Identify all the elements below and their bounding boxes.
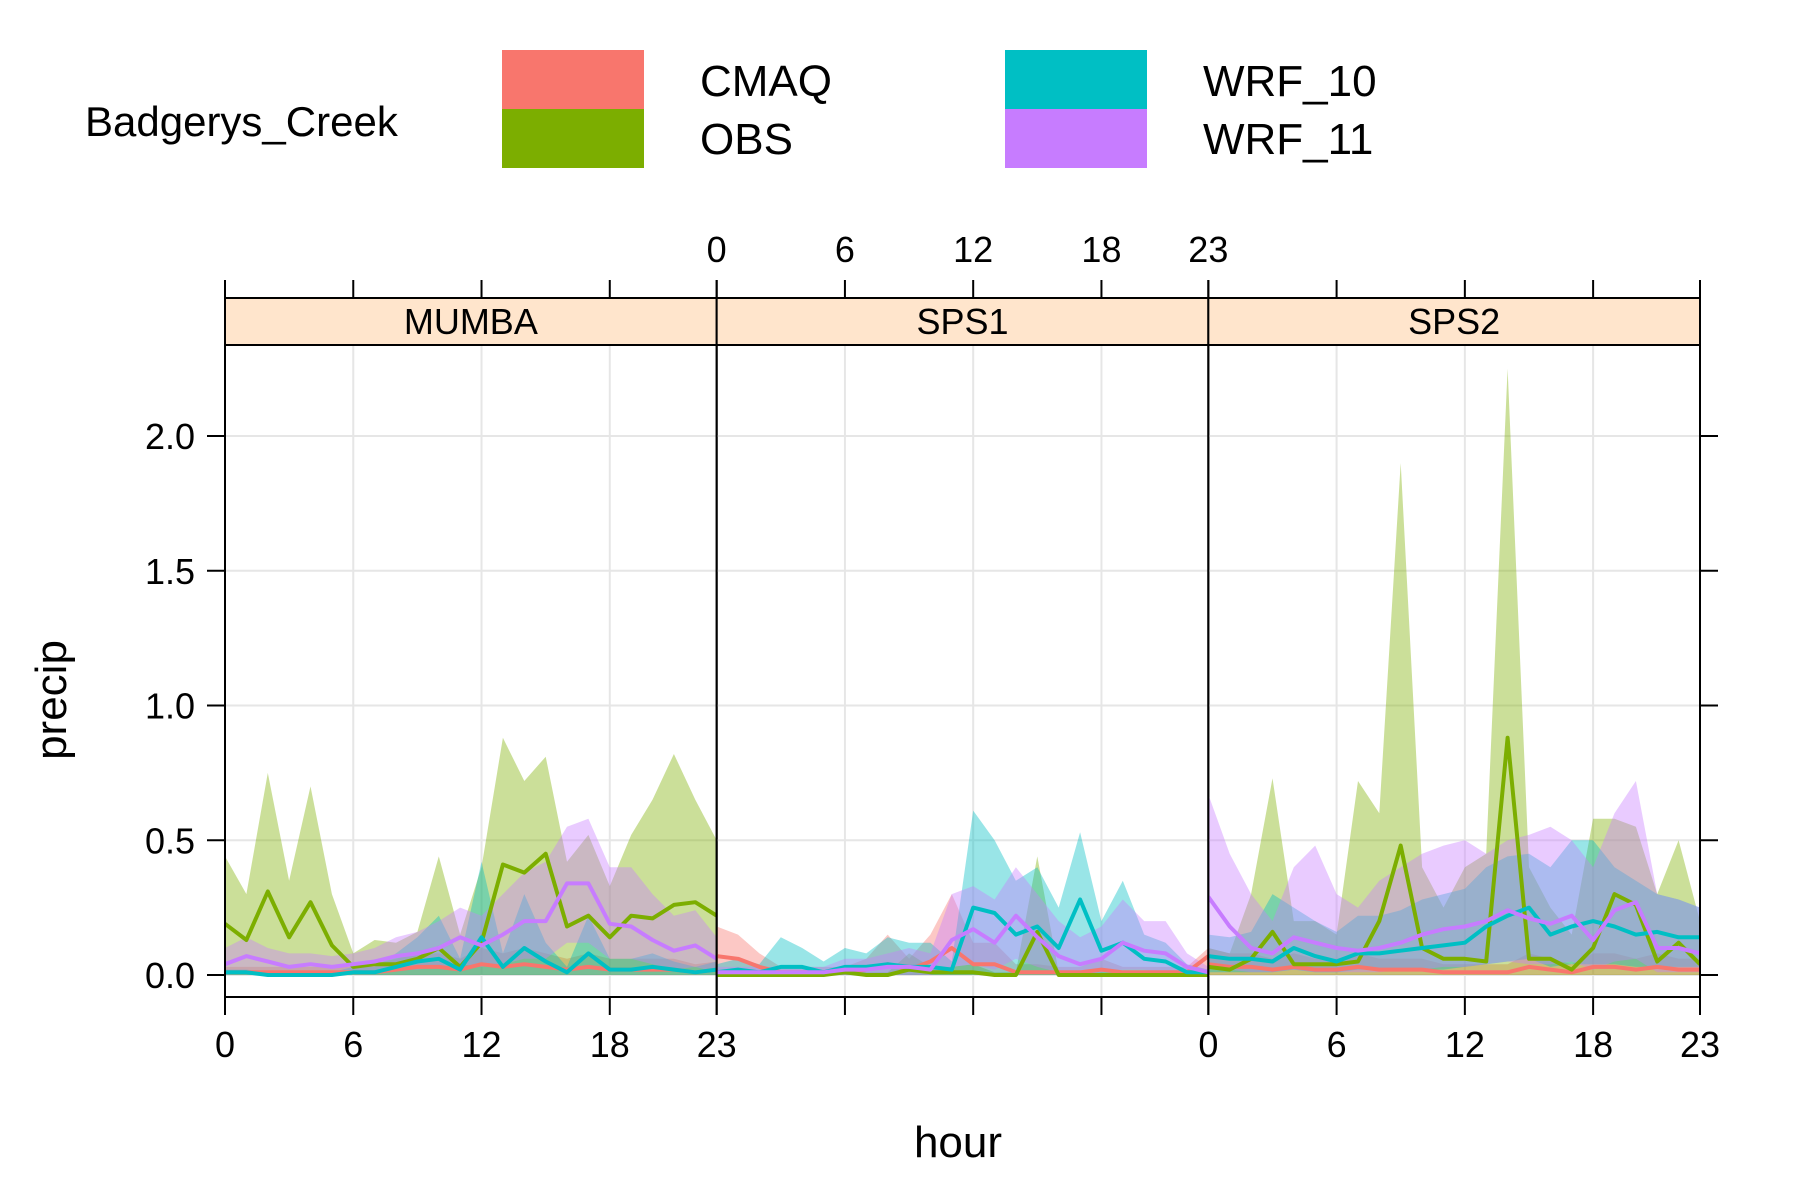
x-tick-label: 6 — [1327, 1024, 1347, 1065]
y-tick-label: 1.0 — [145, 686, 195, 727]
line-cmaq-sps2 — [1208, 962, 1700, 975]
band-wrf_11-mumba — [225, 818, 717, 975]
x-tick-label: 18 — [590, 1024, 630, 1065]
band-wrf_11-sps1 — [716, 867, 1209, 975]
strip-label: MUMBA — [404, 301, 538, 342]
line-wrf_11-sps2 — [1208, 895, 1701, 956]
line-obs-sps1 — [716, 929, 1209, 977]
panel-sps1: SPS1 — [715, 297, 1210, 998]
legend-swatch-wrf_11 — [1005, 109, 1147, 168]
legend: Badgerys_Creek CMAQ OBS WRF_10 WRF_11 — [85, 50, 1377, 168]
x-tick-label: 12 — [1445, 1024, 1485, 1065]
x-tick-label: 23 — [697, 1024, 737, 1065]
legend-swatch-wrf_10 — [1005, 50, 1147, 109]
y-tick-label: 0.5 — [145, 820, 195, 861]
axes: 0 6 12 18 23 0 6 12 18 23 0 6 12 18 23 0.0 0.5 1.0 1.5 2.0 — [145, 229, 1720, 1065]
strip-mumba — [224, 297, 718, 346]
legend-label-wrf_11: WRF_11 — [1203, 115, 1373, 164]
line-wrf_10-sps2 — [1208, 905, 1700, 964]
x-tick-label-top: 18 — [1081, 229, 1121, 270]
panel-sps2: SPS2 — [1207, 297, 1702, 998]
line-obs-sps2 — [1208, 735, 1701, 972]
lines — [1208, 735, 1701, 975]
x-tick-label: 0 — [215, 1024, 235, 1065]
x-tick-label: 23 — [1680, 1024, 1720, 1065]
strip-label: SPS1 — [916, 301, 1008, 342]
legend-swatch-obs — [502, 109, 644, 168]
y-tick-label: 1.5 — [145, 551, 195, 592]
legend-label-cmaq: CMAQ — [700, 57, 832, 106]
strip-sps2 — [1207, 297, 1702, 346]
x-tick-label: 12 — [461, 1024, 501, 1065]
panel-border — [1207, 344, 1702, 998]
x-tick-label-top: 6 — [835, 229, 855, 270]
y-axis-title: precip — [27, 640, 76, 760]
y-tick-label: 0.0 — [145, 955, 195, 996]
bands — [1208, 368, 1700, 975]
plot-panels: MUMBA SPS1 SPS2 — [224, 297, 1702, 998]
lines — [225, 851, 717, 977]
strip-label: SPS2 — [1408, 301, 1500, 342]
legend-entries: CMAQ OBS WRF_10 WRF_11 — [502, 50, 1377, 168]
x-tick-label: 18 — [1573, 1024, 1613, 1065]
band-wrf_10-sps2 — [1208, 840, 1700, 973]
band-obs-mumba — [225, 737, 717, 975]
x-tick-label: 6 — [343, 1024, 363, 1065]
x-tick-label-top: 23 — [1188, 229, 1228, 270]
x-axis-title: hour — [914, 1118, 1002, 1167]
legend-title: Badgerys_Creek — [85, 98, 399, 145]
line-wrf_11-mumba — [225, 881, 717, 969]
y-tick-label: 2.0 — [145, 416, 195, 457]
band-wrf_10-sps1 — [716, 810, 1209, 975]
band-obs-sps2 — [1208, 368, 1700, 975]
line-wrf_10-mumba — [225, 935, 717, 977]
legend-label-wrf_10: WRF_10 — [1203, 57, 1377, 106]
lines — [716, 897, 1209, 977]
x-tick-label: 0 — [1198, 1024, 1218, 1065]
legend-label-obs: OBS — [700, 115, 793, 164]
x-tick-label-top: 12 — [953, 229, 993, 270]
legend-swatch-cmaq — [502, 50, 644, 109]
line-wrf_11-sps1 — [716, 913, 1209, 975]
band-wrf_10-mumba — [225, 861, 717, 975]
panel-mumba: MUMBA — [224, 297, 718, 998]
x-tick-label-top: 0 — [707, 229, 727, 270]
